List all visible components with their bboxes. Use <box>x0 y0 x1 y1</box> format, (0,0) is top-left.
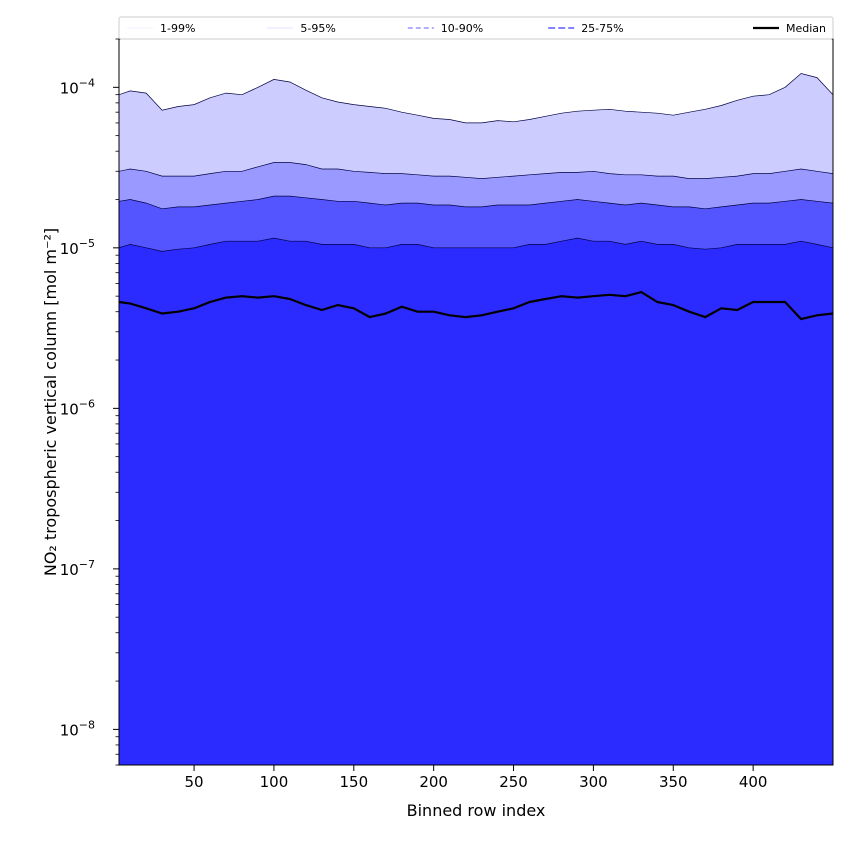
median-line <box>119 291 833 321</box>
y-axis-label: NO₂ tropospheric vertical column [mol m⁻… <box>41 228 60 576</box>
y-tick-label: 10−8 <box>60 718 95 739</box>
x-tick-label: 200 <box>419 773 448 791</box>
x-tick-label: 300 <box>579 773 608 791</box>
band-area-3 <box>119 238 833 765</box>
x-tick-label: 150 <box>339 773 368 791</box>
legend-label: 25-75% <box>581 22 623 35</box>
median-layer <box>119 291 833 321</box>
x-tick-label: 350 <box>659 773 688 791</box>
x-axis-label: Binned row index <box>407 801 546 820</box>
x-tick-label: 50 <box>185 773 204 791</box>
legend-label: Median <box>786 22 826 35</box>
x-tick-label: 250 <box>499 773 528 791</box>
x-axis: 50 100 150 200 250 300 350 400 <box>185 765 768 791</box>
y-tick-label: 10−4 <box>60 76 95 97</box>
band-upper-line-0 <box>119 73 833 124</box>
y-tick-label: 10−6 <box>60 397 95 418</box>
band-upper-line-3 <box>119 237 833 252</box>
x-tick-label: 100 <box>260 773 289 791</box>
legend: 1-99% 5-95% 10-90% 25-75% Median <box>118 16 834 40</box>
legend-label: 5-95% <box>300 22 335 35</box>
band-upper-line-1 <box>119 162 833 179</box>
y-tick-label: 10−7 <box>60 558 95 579</box>
x-tick-label: 400 <box>739 773 768 791</box>
y-tick-label: 10−5 <box>60 237 95 258</box>
band-upper-line-2 <box>119 195 833 210</box>
legend-box <box>118 16 834 40</box>
bands-layer <box>119 73 833 765</box>
legend-label: 1-99% <box>160 22 195 35</box>
y-axis: 10−8 10−7 10−6 10−5 10−4 <box>60 38 119 766</box>
legend-label: 10-90% <box>441 22 483 35</box>
